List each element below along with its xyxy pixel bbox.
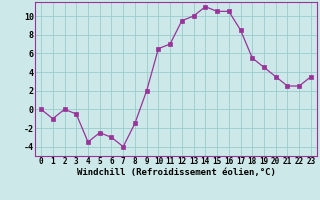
X-axis label: Windchill (Refroidissement éolien,°C): Windchill (Refroidissement éolien,°C) [76, 168, 276, 177]
